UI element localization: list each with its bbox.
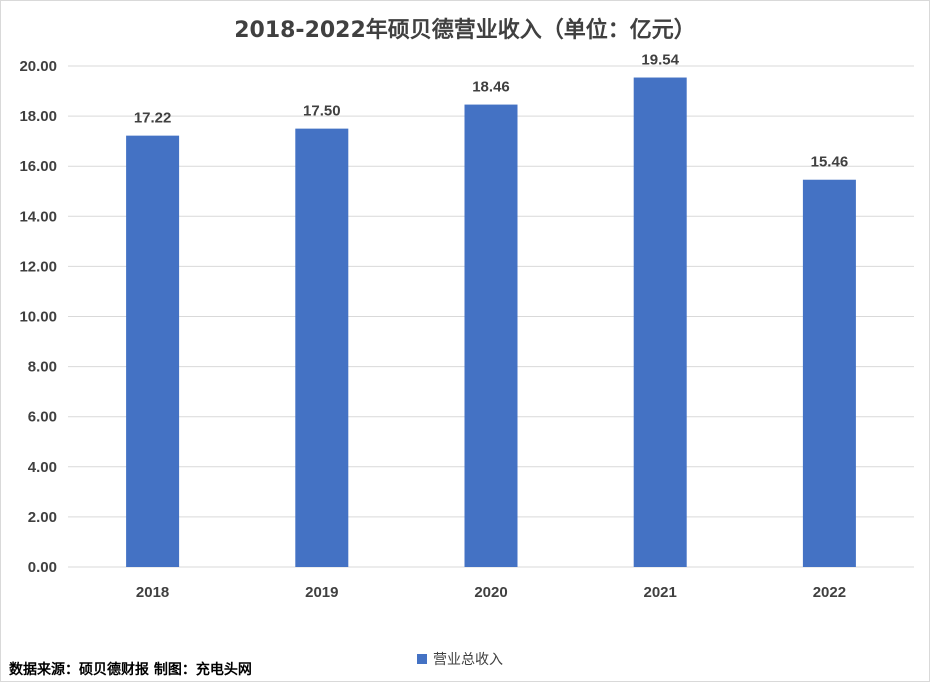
y-tick-label: 20.00 xyxy=(19,58,57,75)
y-tick-label: 2.00 xyxy=(28,509,57,526)
data-label-2022: 15.46 xyxy=(811,154,849,171)
bars xyxy=(126,77,856,568)
y-tick-label: 4.00 xyxy=(28,459,57,476)
x-axis-ticks: 2018 2019 2020 2021 2022 xyxy=(136,584,846,601)
y-tick-label: 12.00 xyxy=(19,258,57,275)
data-label-2020: 18.46 xyxy=(472,79,510,96)
source-note: 数据来源：硕贝德财报 制图：充电头网 xyxy=(9,661,252,678)
y-tick-label: 14.00 xyxy=(19,208,57,225)
chart-title: 2018-2022年硕贝德营业收入（单位：亿元） xyxy=(234,17,696,43)
y-tick-label: 6.00 xyxy=(28,409,57,426)
bar-2020 xyxy=(464,104,518,568)
y-tick-label: 18.00 xyxy=(19,108,57,125)
y-tick-label: 0.00 xyxy=(28,559,57,576)
data-label-2021: 19.54 xyxy=(641,52,679,69)
y-tick-label: 8.00 xyxy=(28,359,57,376)
data-labels: 17.22 17.50 18.46 19.54 15.46 xyxy=(134,52,848,171)
data-label-2018: 17.22 xyxy=(134,110,172,127)
bar-2022 xyxy=(802,179,856,568)
x-tick-label: 2019 xyxy=(305,584,338,601)
x-tick-label: 2018 xyxy=(136,584,169,601)
bar-2018 xyxy=(126,135,180,567)
legend-label: 营业总收入 xyxy=(433,652,503,668)
legend-swatch xyxy=(417,654,427,664)
legend: 营业总收入 xyxy=(417,652,503,668)
y-axis-ticks: 0.00 2.00 4.00 6.00 8.00 10.00 12.00 14.00 16.00… xyxy=(19,58,57,576)
x-tick-label: 2021 xyxy=(644,584,677,601)
bar-2021 xyxy=(633,77,687,567)
x-tick-label: 2022 xyxy=(813,584,846,601)
y-tick-label: 16.00 xyxy=(19,158,57,175)
y-tick-label: 10.00 xyxy=(19,309,57,326)
data-label-2019: 17.50 xyxy=(303,103,341,120)
bar-2019 xyxy=(295,128,349,567)
x-tick-label: 2020 xyxy=(474,584,507,601)
